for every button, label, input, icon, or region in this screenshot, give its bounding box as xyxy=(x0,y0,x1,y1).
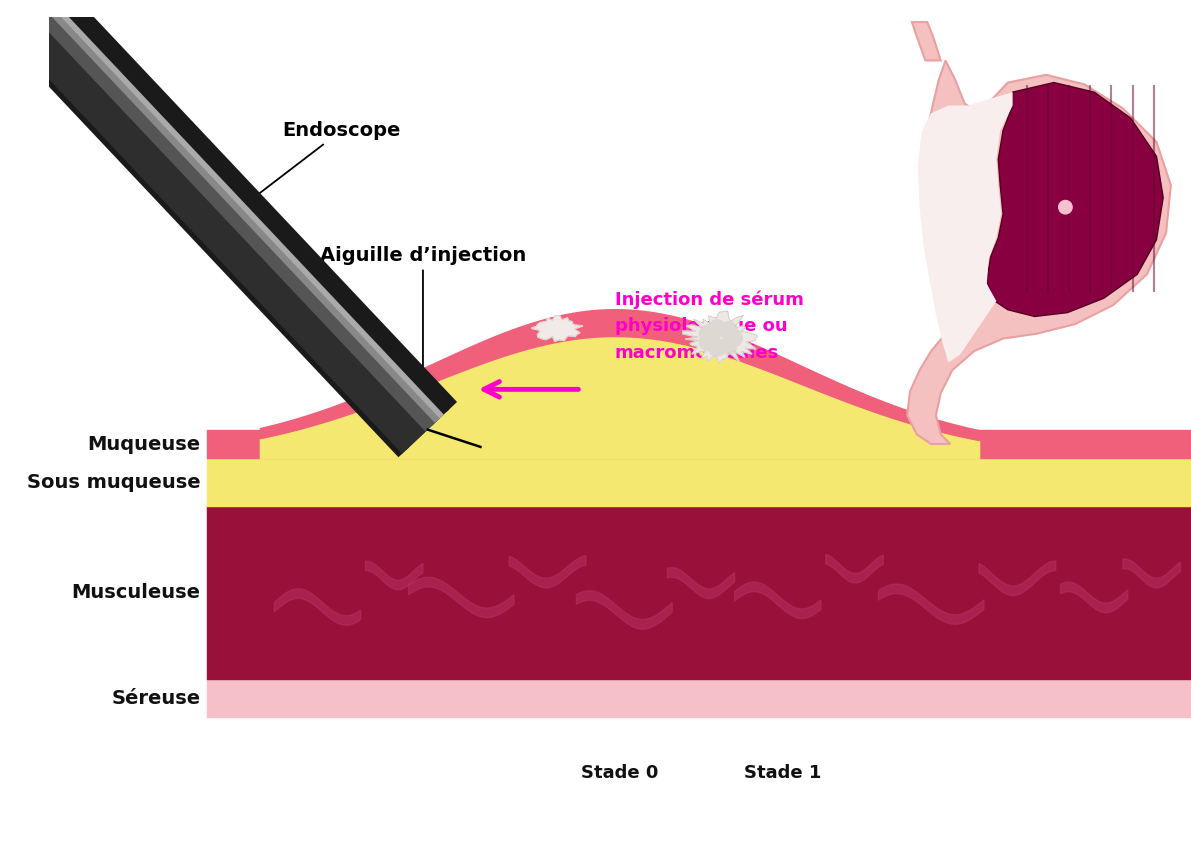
Circle shape xyxy=(719,337,737,354)
Polygon shape xyxy=(987,83,1164,317)
Circle shape xyxy=(699,333,717,351)
Polygon shape xyxy=(912,22,941,61)
Polygon shape xyxy=(979,561,1055,595)
Text: Endoscope: Endoscope xyxy=(241,121,400,207)
Polygon shape xyxy=(531,316,582,341)
Text: Estomac: Estomac xyxy=(948,195,1034,213)
Polygon shape xyxy=(918,92,1012,363)
Polygon shape xyxy=(908,61,1171,444)
Polygon shape xyxy=(1061,582,1128,613)
Circle shape xyxy=(725,329,742,347)
Text: Injection de sérum
physiologique ou
macromolécules: Injection de sérum physiologique ou macr… xyxy=(615,290,804,362)
Polygon shape xyxy=(879,584,984,624)
Polygon shape xyxy=(735,582,821,619)
Circle shape xyxy=(699,325,717,343)
Text: Musculeuse: Musculeuse xyxy=(71,584,200,602)
Polygon shape xyxy=(510,556,586,588)
Text: Tumeur: Tumeur xyxy=(950,119,1078,172)
Text: Sous muqueuse: Sous muqueuse xyxy=(27,473,200,492)
Polygon shape xyxy=(825,555,884,583)
Polygon shape xyxy=(274,589,361,626)
Text: Stade 1: Stade 1 xyxy=(744,764,822,781)
Text: Muqueuse: Muqueuse xyxy=(87,434,200,454)
Circle shape xyxy=(709,338,725,356)
Polygon shape xyxy=(667,568,735,599)
Polygon shape xyxy=(576,591,672,629)
Polygon shape xyxy=(1123,559,1180,588)
Polygon shape xyxy=(409,578,515,617)
Circle shape xyxy=(1059,200,1072,214)
Circle shape xyxy=(719,322,737,339)
Polygon shape xyxy=(682,311,757,363)
Text: Séreuse: Séreuse xyxy=(112,689,200,707)
Text: Stade 0: Stade 0 xyxy=(581,764,659,781)
Circle shape xyxy=(709,320,725,337)
Text: Aiguille d’injection: Aiguille d’injection xyxy=(320,246,526,413)
Polygon shape xyxy=(366,561,423,589)
